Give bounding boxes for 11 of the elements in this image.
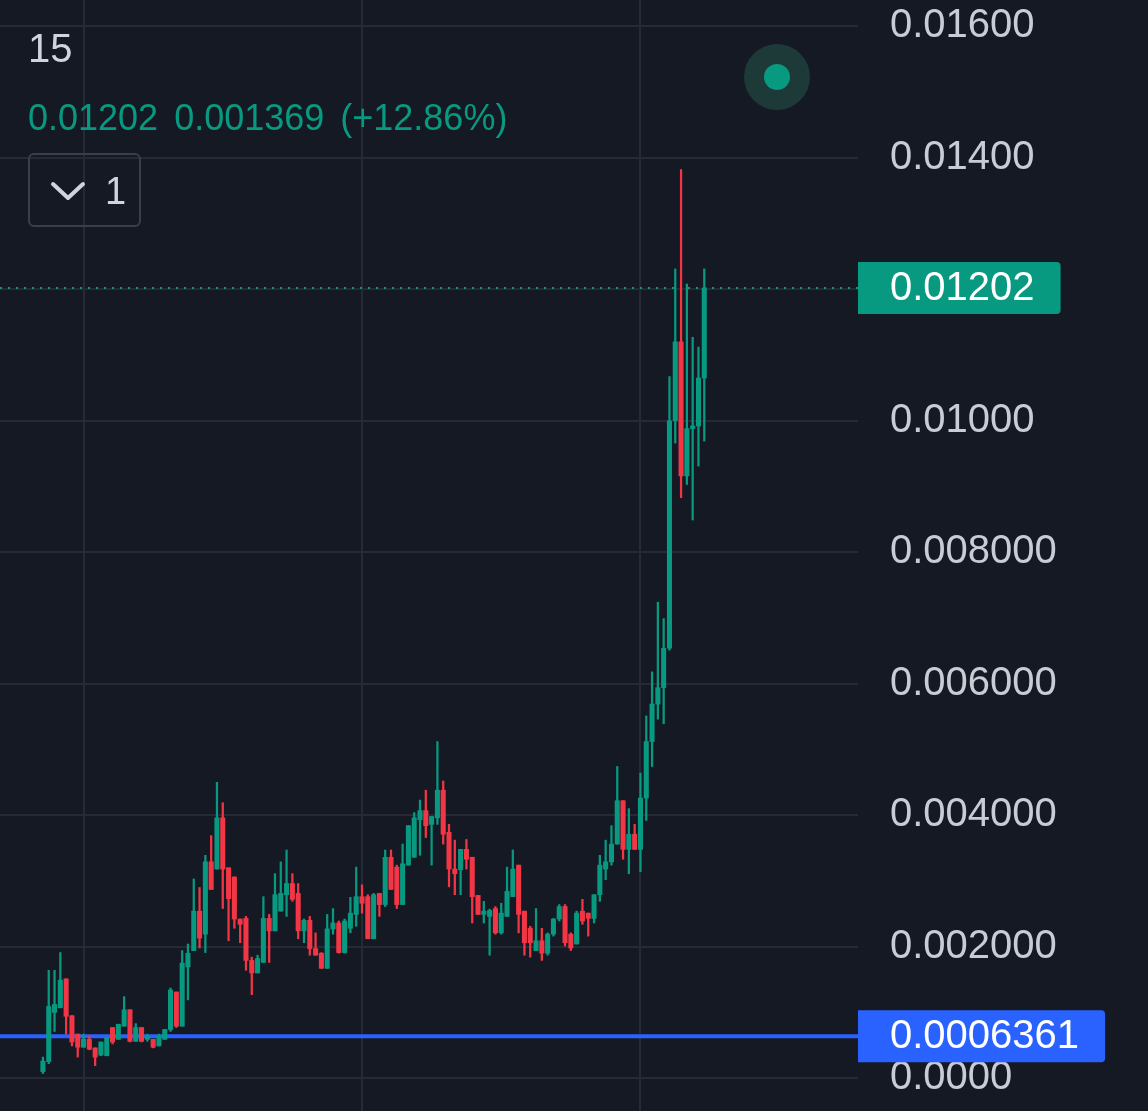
text: 15: [28, 26, 73, 70]
y-tick-label: 0.004000: [890, 790, 1057, 835]
y-tick-label: 0.002000: [890, 921, 1057, 966]
text: 0.01202 0.001369 (+12.86%): [28, 97, 508, 138]
y-tick-label: 0.008000: [890, 527, 1057, 572]
dropdown-button: 1: [28, 153, 141, 227]
ref-line-label: 0.01202: [890, 263, 1035, 308]
y-tick-label: 0.01400: [890, 132, 1035, 177]
y-tick-label: 0.01600: [890, 1, 1035, 46]
y-tick-label: 0.01000: [890, 395, 1035, 440]
y-tick-label: 0.006000: [890, 658, 1057, 703]
